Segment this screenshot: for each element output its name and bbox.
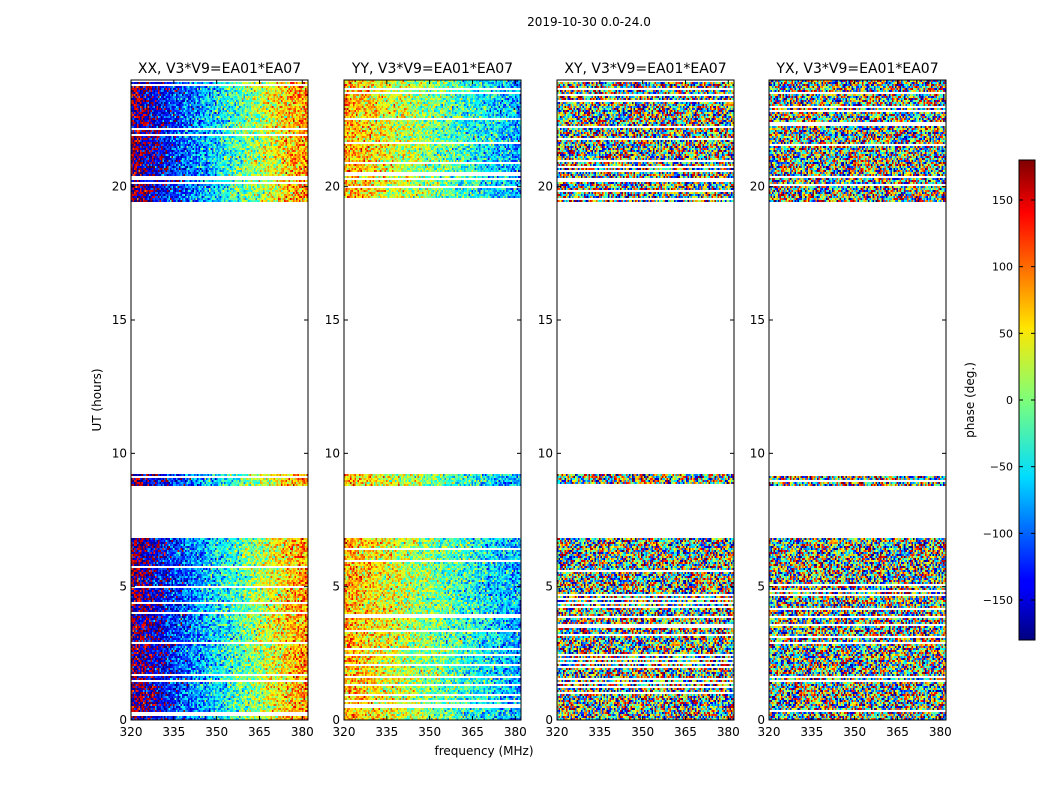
x-tick-label: 350 bbox=[205, 725, 228, 739]
x-tick-label: 335 bbox=[800, 725, 823, 739]
panel-yy: YY, V3*V9=EA01*EA07 320 335 350 365 380 0 5 10 15… bbox=[325, 61, 527, 739]
colorbar-tick-label: −150 bbox=[983, 594, 1013, 607]
panels-group: XX, V3*V9=EA01*EA07 320 335 350 365 380 0 5 10 15… bbox=[112, 61, 952, 739]
colorbar-tick-label: 50 bbox=[999, 327, 1013, 340]
axes-frame bbox=[343, 79, 522, 721]
x-tick-label: 335 bbox=[588, 725, 611, 739]
x-tick-label: 365 bbox=[461, 725, 484, 739]
x-tick-label: 365 bbox=[248, 725, 271, 739]
y-tick-label: 0 bbox=[757, 713, 765, 727]
y-tick-label: 5 bbox=[545, 580, 553, 594]
y-tick-label: 20 bbox=[538, 180, 553, 194]
y-tick-label: 15 bbox=[750, 313, 765, 327]
colorbar-tick-label: 100 bbox=[992, 261, 1013, 274]
panel-title: XX, V3*V9=EA01*EA07 bbox=[138, 61, 301, 77]
y-tick-label: 15 bbox=[538, 313, 553, 327]
colorbar-label: phase (deg.) bbox=[963, 362, 977, 438]
colorbar-tick-label: −100 bbox=[983, 527, 1013, 540]
y-tick-label: 15 bbox=[112, 313, 127, 327]
x-tick-label: 335 bbox=[162, 725, 185, 739]
panel-xx: XX, V3*V9=EA01*EA07 320 335 350 365 380 0 5 10 15… bbox=[112, 61, 314, 739]
x-tick-label: 380 bbox=[929, 725, 952, 739]
x-tick-label: 335 bbox=[375, 725, 398, 739]
y-tick-label: 20 bbox=[750, 180, 765, 194]
colorbar-tick-label: −50 bbox=[990, 461, 1013, 474]
x-tick-label: 350 bbox=[843, 725, 866, 739]
y-tick-label: 5 bbox=[332, 580, 340, 594]
colorbar: 150 100 50 0 −50 −100 −150 phase (deg.) bbox=[963, 159, 1036, 641]
y-tick-label: 20 bbox=[325, 180, 340, 194]
x-tick-label: 380 bbox=[291, 725, 314, 739]
y-tick-label: 0 bbox=[545, 713, 553, 727]
x-axis-label: frequency (MHz) bbox=[434, 744, 533, 758]
x-tick-label: 380 bbox=[717, 725, 740, 739]
panel-title: YX, V3*V9=EA01*EA07 bbox=[775, 61, 938, 77]
y-tick-label: 10 bbox=[112, 446, 127, 460]
x-tick-label: 350 bbox=[631, 725, 654, 739]
y-tick-label: 5 bbox=[119, 580, 127, 594]
y-tick-label: 10 bbox=[325, 446, 340, 460]
x-tick-label: 320 bbox=[758, 725, 781, 739]
colorbar-ticks: 150 100 50 0 −50 −100 −150 bbox=[983, 194, 1035, 607]
x-tick-label: 380 bbox=[504, 725, 527, 739]
panel-yx: YX, V3*V9=EA01*EA07 320 335 350 365 380 0 5 10 15… bbox=[750, 61, 952, 739]
y-tick-label: 20 bbox=[112, 180, 127, 194]
heatmap-image bbox=[557, 80, 734, 720]
x-tick-label: 320 bbox=[333, 725, 356, 739]
axes-frame bbox=[130, 79, 309, 721]
y-tick-label: 0 bbox=[332, 713, 340, 727]
x-tick-label: 320 bbox=[546, 725, 569, 739]
axes-frame bbox=[768, 79, 947, 721]
heatmap-image bbox=[344, 80, 521, 720]
y-tick-label: 10 bbox=[538, 446, 553, 460]
panel-xy: XY, V3*V9=EA01*EA07 320 335 350 365 380 0 5 10 15… bbox=[538, 61, 740, 739]
heatmap-image bbox=[769, 80, 946, 720]
x-tick-label: 365 bbox=[674, 725, 697, 739]
y-axis-label: UT (hours) bbox=[90, 368, 104, 431]
panel-title: YY, V3*V9=EA01*EA07 bbox=[351, 61, 513, 77]
colorbar-tick-label: 150 bbox=[992, 194, 1013, 207]
y-tick-label: 5 bbox=[757, 580, 765, 594]
x-tick-label: 320 bbox=[120, 725, 143, 739]
y-tick-label: 0 bbox=[119, 713, 127, 727]
axes-frame bbox=[556, 79, 735, 721]
heatmap-image bbox=[131, 80, 308, 720]
y-tick-label: 10 bbox=[750, 446, 765, 460]
x-tick-label: 365 bbox=[886, 725, 909, 739]
colorbar-tick-label: 0 bbox=[1006, 394, 1013, 407]
y-tick-label: 15 bbox=[325, 313, 340, 327]
panel-title: XY, V3*V9=EA01*EA07 bbox=[564, 61, 726, 77]
figure-suptitle: 2019-10-30 0.0-24.0 bbox=[527, 15, 651, 29]
x-tick-label: 350 bbox=[418, 725, 441, 739]
